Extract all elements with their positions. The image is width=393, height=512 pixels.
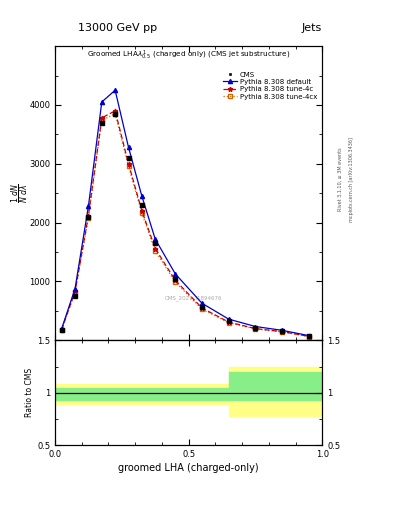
Text: CMS_2021_I1894676: CMS_2021_I1894676 [165,295,223,301]
Text: Groomed LHA$\lambda^{1}_{0.5}$ (charged only) (CMS jet substructure): Groomed LHA$\lambda^{1}_{0.5}$ (charged … [87,49,290,62]
Text: Jets: Jets [302,23,322,33]
Text: Rivet 3.1.10, ≥ 3M events: Rivet 3.1.10, ≥ 3M events [338,147,342,211]
Text: mcplots.cern.ch [arXiv:1306.3436]: mcplots.cern.ch [arXiv:1306.3436] [349,137,354,222]
Legend: CMS, Pythia 8.308 default, Pythia 8.308 tune-4c, Pythia 8.308 tune-4cx: CMS, Pythia 8.308 default, Pythia 8.308 … [221,70,319,101]
X-axis label: groomed LHA (charged-only): groomed LHA (charged-only) [118,463,259,474]
Text: 13000 GeV pp: 13000 GeV pp [78,23,158,33]
Text: $\frac{1}{N}\frac{dN}{d\lambda}$: $\frac{1}{N}\frac{dN}{d\lambda}$ [9,183,31,203]
Y-axis label: Ratio to CMS: Ratio to CMS [25,368,34,417]
